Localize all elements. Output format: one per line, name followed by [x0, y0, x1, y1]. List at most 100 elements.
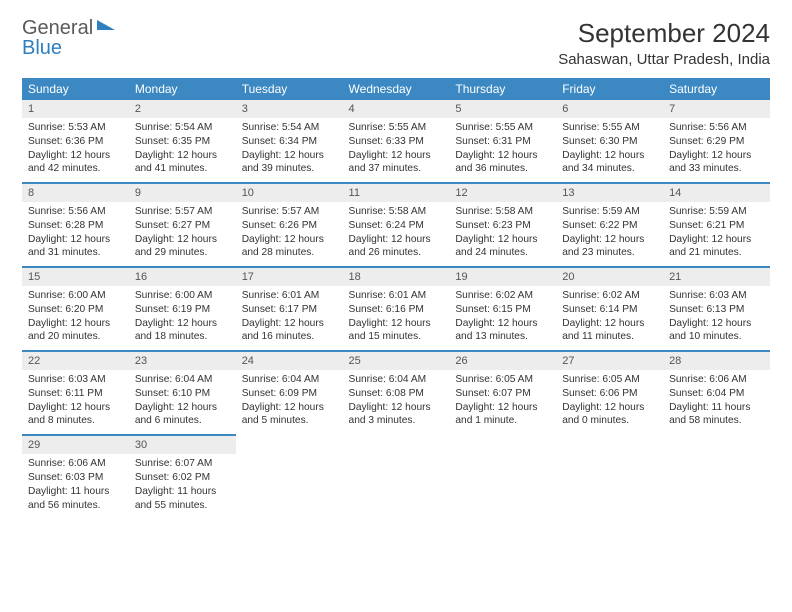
day-number: 26	[449, 350, 556, 370]
sunrise-line: Sunrise: 6:04 AM	[242, 373, 337, 387]
daylight-line: Daylight: 12 hours and 0 minutes.	[562, 401, 657, 429]
sunrise-line: Sunrise: 6:05 AM	[455, 373, 550, 387]
day-cell: 26Sunrise: 6:05 AMSunset: 6:07 PMDayligh…	[449, 350, 556, 434]
day-number: 28	[663, 350, 770, 370]
daylight-line: Daylight: 12 hours and 20 minutes.	[28, 317, 123, 345]
day-number: 15	[22, 266, 129, 286]
triangle-icon	[97, 20, 115, 30]
calendar-cell: 22Sunrise: 6:03 AMSunset: 6:11 PMDayligh…	[22, 350, 129, 434]
daylight-line: Daylight: 12 hours and 26 minutes.	[349, 233, 444, 261]
calendar-body: 1Sunrise: 5:53 AMSunset: 6:36 PMDaylight…	[22, 100, 770, 518]
daylight-line: Daylight: 12 hours and 21 minutes.	[669, 233, 764, 261]
brand-line2: Blue	[22, 38, 93, 58]
daylight-line: Daylight: 12 hours and 34 minutes.	[562, 149, 657, 177]
day-cell: 20Sunrise: 6:02 AMSunset: 6:14 PMDayligh…	[556, 266, 663, 350]
day-number: 4	[343, 100, 450, 118]
day-number: 11	[343, 182, 450, 202]
sunset-line: Sunset: 6:22 PM	[562, 219, 657, 233]
day-number: 18	[343, 266, 450, 286]
calendar-cell	[556, 434, 663, 518]
sunrise-line: Sunrise: 6:07 AM	[135, 457, 230, 471]
calendar-table: SundayMondayTuesdayWednesdayThursdayFrid…	[22, 78, 770, 518]
sunset-line: Sunset: 6:03 PM	[28, 471, 123, 485]
sunset-line: Sunset: 6:26 PM	[242, 219, 337, 233]
calendar-row: 15Sunrise: 6:00 AMSunset: 6:20 PMDayligh…	[22, 266, 770, 350]
day-number: 10	[236, 182, 343, 202]
calendar-cell: 25Sunrise: 6:04 AMSunset: 6:08 PMDayligh…	[343, 350, 450, 434]
day-number: 19	[449, 266, 556, 286]
sunrise-line: Sunrise: 6:01 AM	[242, 289, 337, 303]
sunset-line: Sunset: 6:02 PM	[135, 471, 230, 485]
daylight-line: Daylight: 12 hours and 23 minutes.	[562, 233, 657, 261]
daylight-line: Daylight: 12 hours and 37 minutes.	[349, 149, 444, 177]
sunrise-line: Sunrise: 5:54 AM	[242, 121, 337, 135]
daylight-line: Daylight: 11 hours and 58 minutes.	[669, 401, 764, 429]
day-number: 21	[663, 266, 770, 286]
weekday-header: Wednesday	[343, 78, 450, 100]
sunrise-line: Sunrise: 5:54 AM	[135, 121, 230, 135]
weekday-header-row: SundayMondayTuesdayWednesdayThursdayFrid…	[22, 78, 770, 100]
calendar-cell: 10Sunrise: 5:57 AMSunset: 6:26 PMDayligh…	[236, 182, 343, 266]
sunrise-line: Sunrise: 6:04 AM	[349, 373, 444, 387]
sunset-line: Sunset: 6:24 PM	[349, 219, 444, 233]
sunset-line: Sunset: 6:14 PM	[562, 303, 657, 317]
calendar-cell: 27Sunrise: 6:05 AMSunset: 6:06 PMDayligh…	[556, 350, 663, 434]
day-cell: 14Sunrise: 5:59 AMSunset: 6:21 PMDayligh…	[663, 182, 770, 266]
calendar-cell: 21Sunrise: 6:03 AMSunset: 6:13 PMDayligh…	[663, 266, 770, 350]
sunrise-line: Sunrise: 5:59 AM	[669, 205, 764, 219]
day-number: 30	[129, 434, 236, 454]
sunrise-line: Sunrise: 6:04 AM	[135, 373, 230, 387]
day-number: 12	[449, 182, 556, 202]
sunset-line: Sunset: 6:04 PM	[669, 387, 764, 401]
daylight-line: Daylight: 12 hours and 5 minutes.	[242, 401, 337, 429]
daylight-line: Daylight: 12 hours and 8 minutes.	[28, 401, 123, 429]
day-cell: 1Sunrise: 5:53 AMSunset: 6:36 PMDaylight…	[22, 100, 129, 182]
day-cell: 11Sunrise: 5:58 AMSunset: 6:24 PMDayligh…	[343, 182, 450, 266]
day-cell: 25Sunrise: 6:04 AMSunset: 6:08 PMDayligh…	[343, 350, 450, 434]
header: General Blue September 2024 Sahaswan, Ut…	[22, 18, 770, 68]
calendar-cell: 5Sunrise: 5:55 AMSunset: 6:31 PMDaylight…	[449, 100, 556, 182]
sunset-line: Sunset: 6:17 PM	[242, 303, 337, 317]
day-cell: 16Sunrise: 6:00 AMSunset: 6:19 PMDayligh…	[129, 266, 236, 350]
calendar-row: 29Sunrise: 6:06 AMSunset: 6:03 PMDayligh…	[22, 434, 770, 518]
sunset-line: Sunset: 6:06 PM	[562, 387, 657, 401]
day-cell: 23Sunrise: 6:04 AMSunset: 6:10 PMDayligh…	[129, 350, 236, 434]
calendar-cell: 16Sunrise: 6:00 AMSunset: 6:19 PMDayligh…	[129, 266, 236, 350]
daylight-line: Daylight: 12 hours and 39 minutes.	[242, 149, 337, 177]
sunrise-line: Sunrise: 6:02 AM	[562, 289, 657, 303]
calendar-cell: 11Sunrise: 5:58 AMSunset: 6:24 PMDayligh…	[343, 182, 450, 266]
calendar-cell	[343, 434, 450, 518]
sunset-line: Sunset: 6:10 PM	[135, 387, 230, 401]
day-cell: 9Sunrise: 5:57 AMSunset: 6:27 PMDaylight…	[129, 182, 236, 266]
sunrise-line: Sunrise: 5:57 AM	[135, 205, 230, 219]
day-number: 22	[22, 350, 129, 370]
calendar-cell: 20Sunrise: 6:02 AMSunset: 6:14 PMDayligh…	[556, 266, 663, 350]
daylight-line: Daylight: 12 hours and 11 minutes.	[562, 317, 657, 345]
calendar-cell: 23Sunrise: 6:04 AMSunset: 6:10 PMDayligh…	[129, 350, 236, 434]
day-number: 17	[236, 266, 343, 286]
sunrise-line: Sunrise: 6:03 AM	[28, 373, 123, 387]
day-cell: 18Sunrise: 6:01 AMSunset: 6:16 PMDayligh…	[343, 266, 450, 350]
brand-line1: General	[22, 18, 93, 38]
weekday-header: Saturday	[663, 78, 770, 100]
sunset-line: Sunset: 6:13 PM	[669, 303, 764, 317]
day-cell: 2Sunrise: 5:54 AMSunset: 6:35 PMDaylight…	[129, 100, 236, 182]
calendar-cell: 6Sunrise: 5:55 AMSunset: 6:30 PMDaylight…	[556, 100, 663, 182]
sunrise-line: Sunrise: 5:55 AM	[349, 121, 444, 135]
daylight-line: Daylight: 12 hours and 3 minutes.	[349, 401, 444, 429]
month-title: September 2024	[558, 18, 770, 49]
sunrise-line: Sunrise: 5:55 AM	[455, 121, 550, 135]
calendar-cell: 13Sunrise: 5:59 AMSunset: 6:22 PMDayligh…	[556, 182, 663, 266]
day-number: 16	[129, 266, 236, 286]
sunrise-line: Sunrise: 6:00 AM	[135, 289, 230, 303]
sunset-line: Sunset: 6:35 PM	[135, 135, 230, 149]
day-number: 24	[236, 350, 343, 370]
sunset-line: Sunset: 6:34 PM	[242, 135, 337, 149]
daylight-line: Daylight: 12 hours and 15 minutes.	[349, 317, 444, 345]
sunrise-line: Sunrise: 6:03 AM	[669, 289, 764, 303]
day-cell: 29Sunrise: 6:06 AMSunset: 6:03 PMDayligh…	[22, 434, 129, 518]
calendar-cell: 30Sunrise: 6:07 AMSunset: 6:02 PMDayligh…	[129, 434, 236, 518]
calendar-row: 1Sunrise: 5:53 AMSunset: 6:36 PMDaylight…	[22, 100, 770, 182]
calendar-cell: 19Sunrise: 6:02 AMSunset: 6:15 PMDayligh…	[449, 266, 556, 350]
day-cell: 8Sunrise: 5:56 AMSunset: 6:28 PMDaylight…	[22, 182, 129, 266]
